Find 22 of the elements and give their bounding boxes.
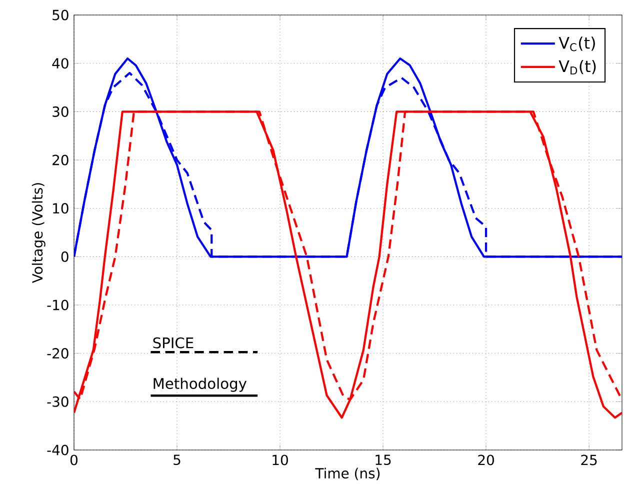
x-tick-label: 10 bbox=[272, 454, 288, 466]
annotation: SPICE bbox=[153, 337, 194, 348]
y-tick-label: -30 bbox=[47, 396, 68, 407]
x-tick-label: 0 bbox=[70, 454, 78, 466]
x-tick-label: 15 bbox=[376, 454, 391, 466]
y-axis-title: Voltage (Volts) bbox=[32, 183, 46, 284]
y-tick-label: 30 bbox=[52, 106, 68, 117]
x-tick-label: 20 bbox=[478, 454, 494, 466]
x-tick-label: 5 bbox=[174, 454, 180, 466]
y-tick-label: -10 bbox=[47, 300, 68, 310]
x-tick-label: 25 bbox=[581, 454, 597, 466]
x-axis-title: Time (ns) bbox=[315, 468, 380, 480]
legend-label: V$_{D}$(t) bbox=[558, 60, 596, 74]
y-tick-label: 0 bbox=[61, 251, 68, 262]
y-tick-label: 20 bbox=[52, 154, 68, 166]
annotation: Methodology bbox=[154, 378, 247, 392]
y-tick-label: -20 bbox=[47, 348, 68, 359]
legend-label: V$_{C}$(t) bbox=[558, 36, 595, 52]
y-tick-label: 40 bbox=[52, 58, 68, 69]
y-tick-label: 50 bbox=[52, 10, 68, 20]
y-tick-label: -40 bbox=[47, 444, 68, 456]
y-tick-label: 10 bbox=[53, 203, 68, 214]
